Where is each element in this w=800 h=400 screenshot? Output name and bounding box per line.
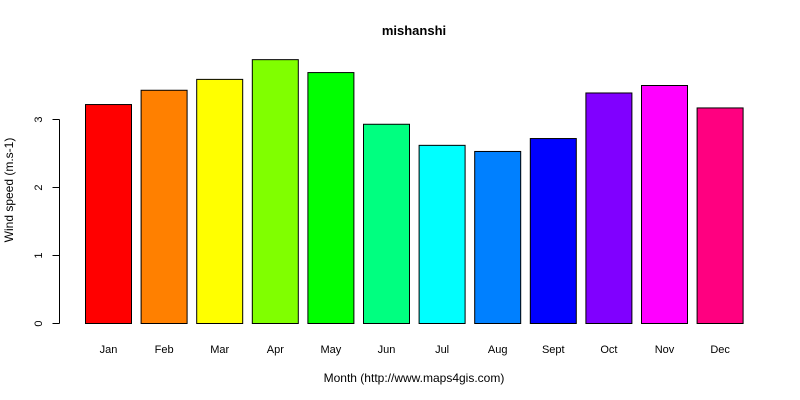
- x-tick-label: Dec: [710, 344, 730, 356]
- x-tick-labels: Jan Feb Mar Apr May Jun Jul Aug Sept Oct Nov Dec: [100, 344, 731, 356]
- x-tick-label: Nov: [655, 344, 675, 356]
- chart-title: mishanshi: [382, 23, 446, 38]
- y-axis-label: Wind speed (m.s-1): [2, 138, 16, 243]
- x-tick-label: Jan: [100, 344, 118, 356]
- x-tick-label: Mar: [210, 344, 229, 356]
- bar-nov: [641, 85, 688, 324]
- bar-jul: [418, 144, 466, 324]
- bar-sept: [529, 138, 577, 324]
- x-tick-label: Feb: [155, 344, 174, 356]
- x-axis-label: Month (http://www.maps4gis.com): [324, 371, 505, 385]
- x-tick-label: May: [321, 344, 342, 356]
- bar-aug: [474, 150, 522, 324]
- y-tick-label: 3: [33, 116, 45, 122]
- x-tick-label: Apr: [267, 344, 284, 356]
- bar-jun: [363, 123, 410, 325]
- x-tick-label: Oct: [600, 344, 617, 356]
- y-tick-label: 0: [33, 320, 45, 326]
- x-tick-label: Jul: [435, 344, 449, 356]
- y-axis: 0 1 2 3: [33, 116, 60, 327]
- x-tick-label: Sept: [542, 344, 565, 356]
- bar-feb: [140, 89, 188, 325]
- x-tick-label: Jun: [378, 344, 396, 356]
- bar-mar: [196, 78, 244, 324]
- x-tick-label: Aug: [488, 344, 508, 356]
- bar-may: [307, 72, 355, 324]
- bar-oct: [585, 92, 633, 325]
- y-tick-label: 1: [33, 252, 45, 258]
- bar-jan: [85, 104, 132, 325]
- y-tick-label: 2: [33, 184, 45, 190]
- bar-dec: [696, 107, 744, 324]
- bar-apr: [251, 59, 299, 324]
- bars-group: [85, 59, 744, 325]
